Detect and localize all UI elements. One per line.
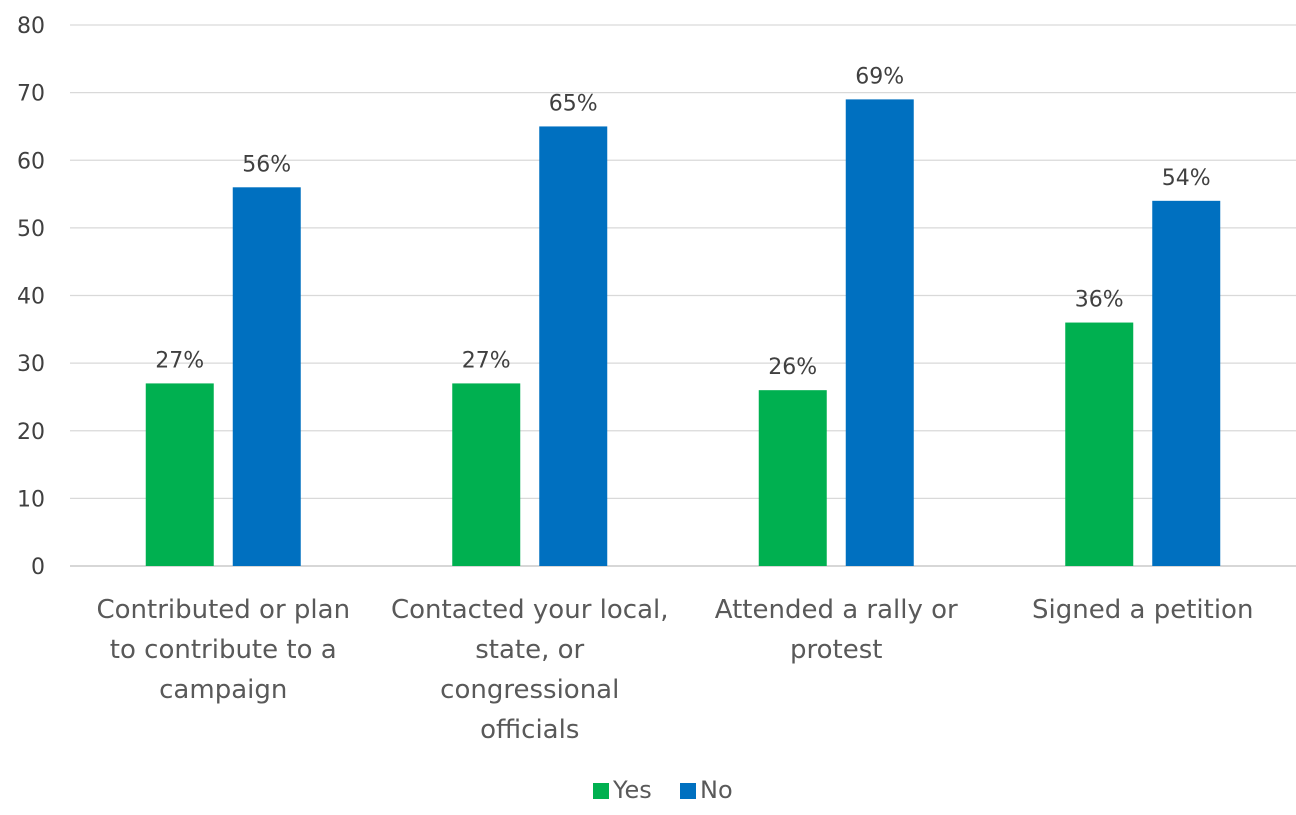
category-label: state, or [475, 635, 584, 665]
legend-label: Yes [612, 776, 652, 804]
bar-no [845, 99, 914, 566]
data-label: 36% [1075, 288, 1124, 313]
bar-no [1152, 200, 1221, 566]
bar-no [232, 187, 301, 567]
bar-yes [452, 383, 521, 566]
category-label: to contribute to a [110, 635, 337, 665]
category-label: campaign [159, 675, 287, 705]
category-label: Signed a petition [1032, 595, 1253, 625]
bar-yes [758, 390, 827, 566]
category-label: Contributed or plan [96, 595, 350, 625]
y-tick-label: 70 [17, 82, 45, 107]
data-label: 54% [1162, 166, 1211, 191]
legend-swatch-yes [593, 783, 609, 799]
data-label: 56% [242, 152, 291, 177]
data-label: 65% [549, 91, 598, 116]
y-tick-label: 0 [31, 555, 45, 580]
y-tick-label: 80 [17, 14, 45, 39]
category-label: protest [790, 635, 882, 665]
legend-label: No [700, 776, 733, 804]
category-label: congressional [440, 675, 619, 705]
data-label: 26% [768, 355, 817, 380]
y-tick-label: 30 [17, 352, 45, 377]
y-tick-label: 60 [17, 149, 45, 174]
data-label: 69% [855, 64, 904, 89]
y-tick-label: 10 [17, 487, 45, 512]
y-tick-label: 40 [17, 285, 45, 310]
bar-no [539, 126, 608, 566]
bar-yes [145, 383, 214, 566]
category-label: Attended a rally or [715, 595, 958, 625]
y-tick-label: 50 [17, 217, 45, 242]
bar-yes [1065, 322, 1134, 566]
category-label: officials [480, 715, 579, 745]
data-label: 27% [155, 348, 204, 373]
legend-swatch-no [680, 783, 696, 799]
y-tick-label: 20 [17, 420, 45, 445]
category-label: Contacted your local, [391, 595, 669, 625]
data-label: 27% [462, 348, 511, 373]
